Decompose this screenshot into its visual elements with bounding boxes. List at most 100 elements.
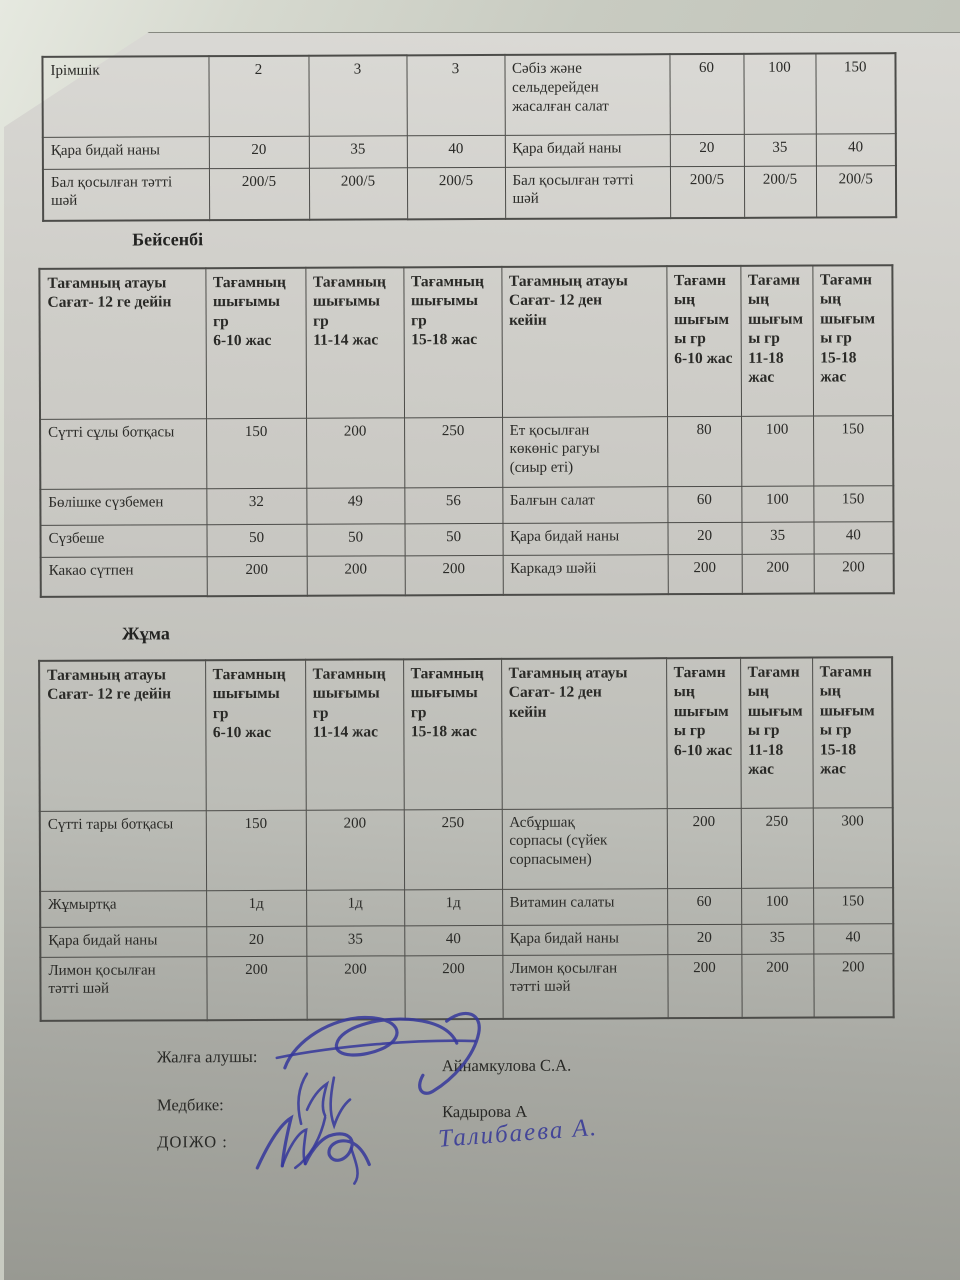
portion-value-cell: 40 [815,133,896,166]
ink-signatures [255,1011,481,1185]
portion-value-cell: 150 [815,53,896,134]
portion-value-cell: 60 [667,887,742,925]
portion-value-cell: 20 [208,135,309,169]
portion-value-cell: 200 [305,809,405,890]
portion-value-cell: 100 [741,485,814,522]
portion-value-cell: 200/5 [815,165,897,218]
signature-stroke [329,1076,352,1130]
portion-value-cell: 1д [306,889,405,926]
table-row: Бөлішке сүзбемен 32 49 56 Балғын салат 6… [40,485,894,525]
portion-value-cell: 200 [813,953,894,1018]
portion-value-cell: 250 [404,416,503,488]
signature-label-nurse: Медбике: [156,1095,224,1115]
signature-stroke [418,1011,481,1095]
signature-stroke [283,1015,459,1070]
table-row: Бал қосылған тәтті шәй 200/5 200/5 200/5… [42,165,897,221]
day-heading-thursday: Бейсенбі [132,229,204,250]
portion-value-cell: 100 [743,53,816,134]
table-row: Сүзбеше 50 50 50 Қара бидай наны 20 35 4… [40,521,894,557]
menu-table-top: Ірімшік 2 3 3 Сәбіз және сельдерейден жа… [41,52,898,222]
dish-name-cell: Қара бидай наны [504,134,670,167]
portion-value-cell: 1д [404,888,503,926]
paper-sheet [4,32,960,1280]
column-header-cell: Тағамның атауы Сағат- 12 ден кейін [501,658,667,809]
signature-stroke [255,1114,294,1170]
column-header-cell: Тағамн ың шығым ы гр 6-10 жас [666,657,741,809]
signature-stroke [294,1116,327,1170]
dish-name-cell: Балғын салат [502,486,668,523]
dish-name-cell: Бал қосылған тәтті шәй [504,166,671,219]
portion-value-cell: 3 [406,54,505,136]
signature-stroke [297,1072,309,1126]
portion-value-cell: 60 [669,53,744,135]
portion-value-cell: 40 [406,134,505,168]
portion-value-cell: 200/5 [208,167,310,221]
portion-value-cell: 200 [667,953,742,1019]
portion-value-cell: 50 [306,523,405,556]
column-header-cell: Тағамн ың шығым ы гр 11-18 жас [740,265,814,416]
dish-name-cell: Ет қосылған көкөніс рагуы (сиыр еті) [502,416,668,487]
portion-value-cell: 300 [812,807,894,888]
dish-name-cell: Сүзбеше [40,524,207,557]
column-header-cell: Тағамн ың шығым ы гр 11-18 жас [740,657,813,808]
portion-value-cell: 200 [404,954,503,1020]
portion-value-cell: 200/5 [669,165,745,219]
portion-value-cell: 200 [666,807,742,889]
portion-value-cell: 20 [667,923,742,955]
dish-name-cell: Ірімшік [42,56,209,137]
signature-label-renter: Жалға алушы: [156,1046,258,1067]
column-header-cell: Тағамның атауы Сағат- 12 ге дейін [39,660,206,811]
dish-name-cell: Жұмыртқа [40,890,207,927]
portion-value-cell: 250 [740,807,814,888]
portion-value-cell: 200 [667,553,742,595]
dish-name-cell: Сүтті сұлы ботқасы [40,418,207,489]
portion-value-cell: 150 [813,415,894,486]
portion-value-cell: 200 [306,417,405,488]
portion-value-cell: 3 [308,55,407,136]
dish-name-cell: Бөлішке сүзбемен [40,488,207,525]
column-header-cell: Тағамн ың шығым ы гр 6-10 жас [666,265,742,417]
portion-value-cell: 200/5 [743,165,817,218]
portion-value-cell: 200 [741,553,814,594]
portion-value-cell: 35 [741,521,814,554]
portion-value-cell: 35 [741,923,814,954]
portion-value-cell: 50 [404,522,503,556]
menu-table-thursday: Тағамның атауы Сағат- 12 ге дейін Тағамн… [38,264,895,598]
table-row: Сүтті сұлы ботқасы 150 200 250 Ет қосылғ… [40,415,894,489]
portion-value-cell: 200 [206,555,307,597]
portion-value-cell: 60 [667,485,742,523]
portion-value-cell: 40 [813,521,894,554]
table-row: Қара бидай наны 20 35 40 Қара бидай наны… [40,923,894,957]
table-header-row: Тағамның атауы Сағат- 12 ге дейін Тағамн… [39,265,894,419]
menu-table-friday: Тағамның атауы Сағат- 12 ге дейін Тағамн… [38,656,895,1022]
portion-value-cell: 150 [206,417,307,489]
portion-value-cell: 100 [741,887,814,924]
portion-value-cell: 20 [667,521,742,555]
column-header-cell: Тағамның атауы Сағат- 12 ден кейін [501,266,668,417]
portion-value-cell: 200 [813,553,894,594]
portion-value-cell: 150 [813,887,894,924]
dish-name-cell: Қара бидай наны [40,926,207,957]
dish-name-cell: Лимон қосылған тәтті шәй [40,956,207,1021]
portion-value-cell: 40 [813,923,894,954]
dish-name-cell: Сүтті тары ботқасы [39,810,207,891]
table-row: Қара бидай наны 20 35 40 Қара бидай наны… [42,133,896,169]
portion-value-cell: 49 [306,487,405,524]
table-row: Какао сүтпен 200 200 200 Каркадэ шәйі 20… [40,553,894,597]
dish-name-cell: Қара бидай наны [502,522,668,555]
portion-value-cell: 100 [741,415,814,486]
dish-name-cell: Какао сүтпен [40,556,207,597]
portion-value-cell: 200 [306,955,405,1020]
portion-value-cell: 20 [669,133,744,167]
portion-value-cell: 200/5 [308,167,408,220]
portion-value-cell: 50 [206,523,307,557]
column-header-cell: Тағамның атауы Сағат- 12 ге дейін [39,268,207,419]
dish-name-cell: Лимон қосылған тәтті шәй [502,954,668,1019]
dish-name-cell: Каркадэ шәйі [502,554,668,595]
signature-label-dogjo: ДОІЖО : [157,1132,228,1152]
signature-stroke [349,1147,359,1185]
dish-name-cell: Қара бидай наны [42,136,209,169]
portion-value-cell: 250 [403,808,503,890]
